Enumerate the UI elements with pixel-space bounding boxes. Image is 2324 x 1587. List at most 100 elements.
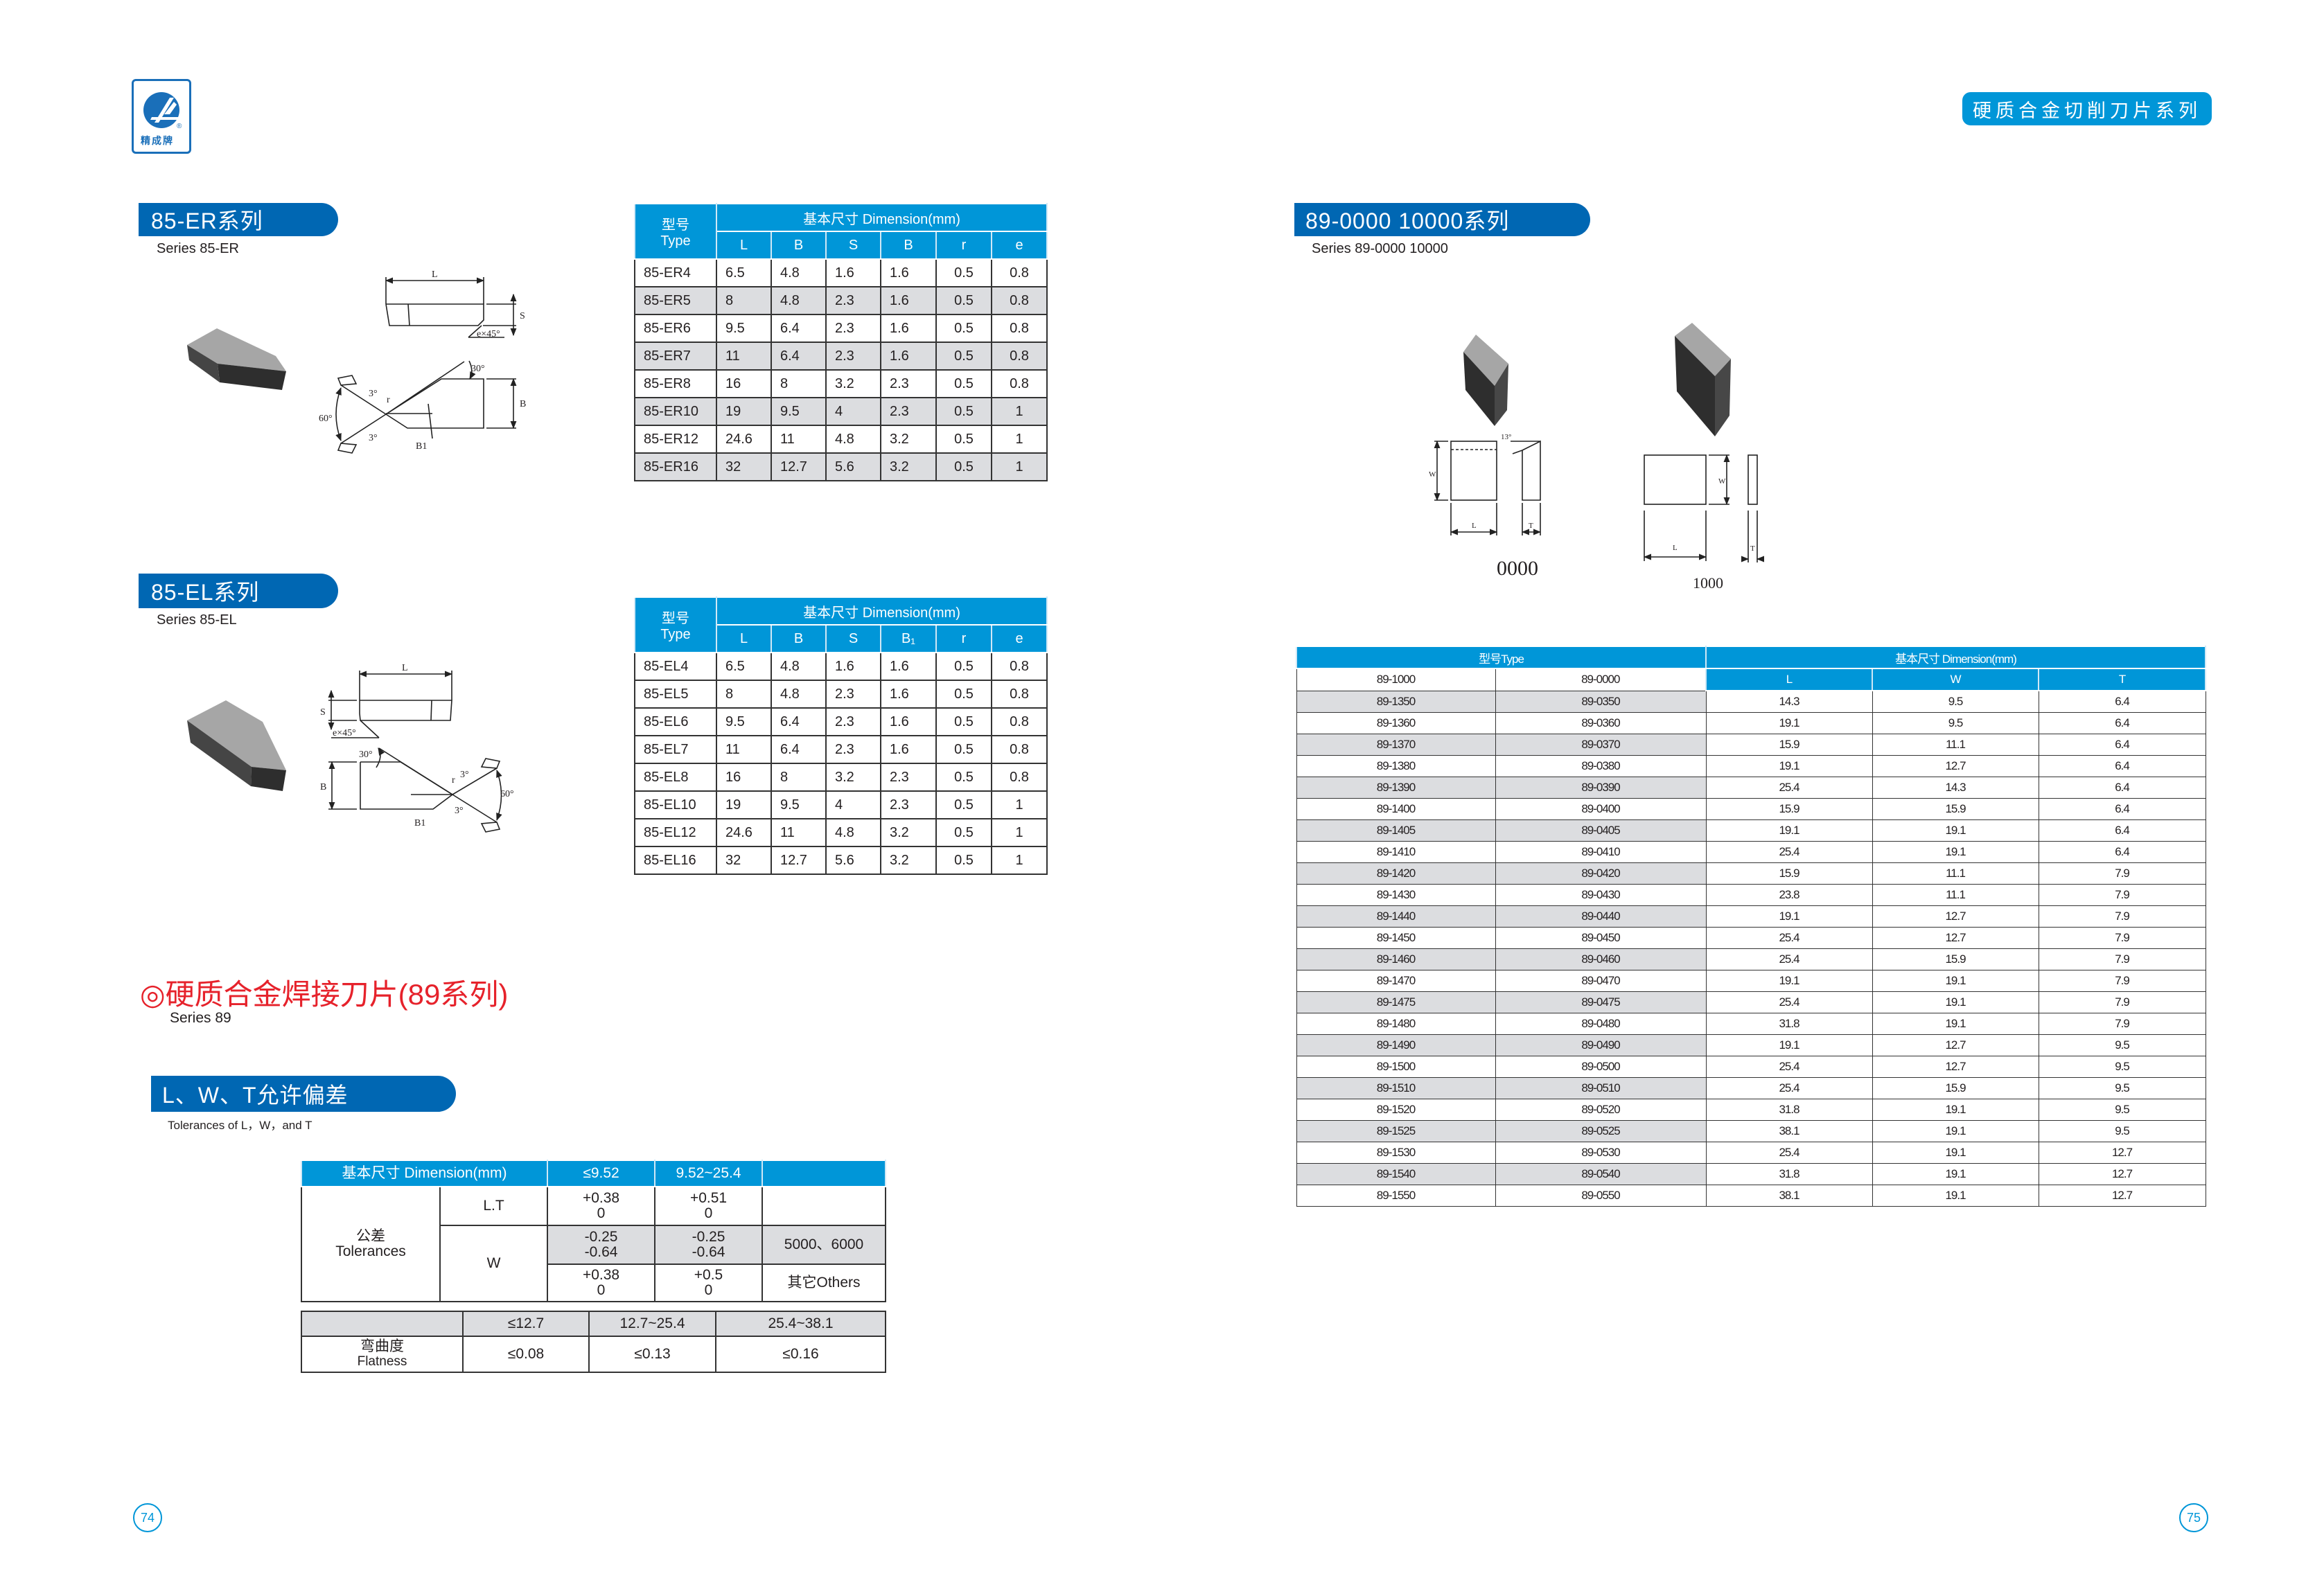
insert-1000-drawing <box>1643 454 1765 562</box>
table-row: 85-ER12 24.6 11 4.8 3.2 0.5 1 <box>634 425 1048 454</box>
er-label-r: r <box>387 395 390 405</box>
table-cell: 12.7 <box>2038 1142 2206 1164</box>
table-cell: 1.6 <box>880 286 937 315</box>
table-row: 85-ER10 19 9.5 4 2.3 0.5 1 <box>634 397 1048 426</box>
table-cell: 4.8 <box>771 286 827 315</box>
type-header-cn: 型号 <box>662 611 689 626</box>
table-cell: 89-1550 <box>1296 1185 1496 1207</box>
type-header-en: Type <box>660 233 691 249</box>
table-cell: 0.5 <box>935 707 992 736</box>
table-cell: 7.9 <box>2038 862 2206 885</box>
series-89-subtitle: Series 89 <box>170 1010 231 1026</box>
table-cell: 4.8 <box>771 258 827 287</box>
er-label-s: S <box>520 311 525 321</box>
table-cell: 2.3 <box>880 763 937 792</box>
1000-caption: 1000 <box>1693 574 1723 592</box>
table-cell: 24.6 <box>716 425 772 454</box>
range-header-2: 9.52~25.4 <box>654 1160 764 1187</box>
table-cell: 89-1480 <box>1296 1013 1496 1035</box>
table-cell: 1.6 <box>880 314 937 343</box>
column-header-3: B₁ <box>880 624 937 653</box>
el-label-30: 30° <box>359 750 373 760</box>
table-cell: 25.4 <box>1705 948 1873 970</box>
table-cell: 1 <box>990 846 1048 875</box>
er-label-3b: 3° <box>369 433 378 443</box>
table-cell: 3.2 <box>880 846 937 875</box>
table-cell: 0.5 <box>935 680 992 709</box>
table-cell: 89-0430 <box>1495 884 1707 906</box>
table-row: 85-ER4 6.5 4.8 1.6 1.6 0.5 0.8 <box>634 258 1048 287</box>
table-cell: 89-1350 <box>1296 690 1496 713</box>
w-tol-2a: -0.25 -0.64 <box>654 1225 764 1265</box>
table-cell: 0.8 <box>990 342 1048 371</box>
table-cell: 19.1 <box>1872 1099 2039 1121</box>
table-cell: 7.9 <box>2038 905 2206 928</box>
table-cell: 6.4 <box>2038 734 2206 756</box>
table-cell: 0.5 <box>935 314 992 343</box>
table-cell: 2.3 <box>825 342 881 371</box>
w-tol-2b: +0.5 0 <box>654 1264 764 1302</box>
flatness-range-2: 12.7~25.4 <box>588 1311 716 1337</box>
table-cell: 89-1500 <box>1296 1056 1496 1078</box>
series-89-dimension-table: 型号Type 基本尺寸 Dimension(mm) 89-1000 89-0000 L W… <box>1295 646 2207 1207</box>
table-row: 89-1450 89-0450 25.4 12.7 7.9 <box>1296 927 2206 949</box>
table-cell: 4 <box>825 397 881 426</box>
table-row: 89-1405 89-0405 19.1 19.1 6.4 <box>1296 819 2206 842</box>
tolerance-title: L、W、T允许偏差 <box>151 1076 456 1112</box>
table-cell: 0.5 <box>935 763 992 792</box>
column-header-4: r <box>935 231 992 260</box>
table-cell: 6.4 <box>2038 712 2206 734</box>
table-row: 85-EL5 8 4.8 2.3 1.6 0.5 0.8 <box>634 680 1048 709</box>
table-cell: 38.1 <box>1705 1185 1873 1207</box>
table-cell: 19.1 <box>1872 1185 2039 1207</box>
table-cell: 25.4 <box>1705 841 1873 863</box>
table-cell: 89-0470 <box>1495 970 1707 992</box>
er-label-3a: 3° <box>369 389 378 399</box>
table-cell: 2.3 <box>825 707 881 736</box>
table-cell: 15.9 <box>1705 862 1873 885</box>
table-row: 89-1480 89-0480 31.8 19.1 7.9 <box>1296 1013 2206 1035</box>
table-cell: 0.5 <box>935 286 992 315</box>
0000-label-t: T <box>1529 522 1533 530</box>
flatness-value-2: ≤0.13 <box>588 1336 716 1373</box>
er-label-30: 30° <box>471 364 485 374</box>
table-cell: 89-0520 <box>1495 1099 1707 1121</box>
0000-caption: 0000 <box>1497 557 1538 580</box>
table-cell: 1.6 <box>880 680 937 709</box>
table-cell: 14.3 <box>1872 777 2039 799</box>
column-header-4: r <box>935 624 992 653</box>
table-cell: 89-0390 <box>1495 777 1707 799</box>
table-cell: 2.3 <box>880 369 937 398</box>
table-cell: 9.5 <box>716 707 772 736</box>
table-cell: 3.2 <box>880 425 937 454</box>
table-cell: 3.2 <box>825 763 881 792</box>
table-cell: 16 <box>716 763 772 792</box>
table-cell: 3.2 <box>880 818 937 847</box>
el-label-b1: B1 <box>414 818 425 828</box>
table-cell: 1 <box>990 818 1048 847</box>
table-cell: 7.9 <box>2038 991 2206 1013</box>
table-row: 89-1475 89-0475 25.4 19.1 7.9 <box>1296 991 2206 1013</box>
table-cell: 6.4 <box>2038 798 2206 820</box>
table-cell: 7.9 <box>2038 970 2206 992</box>
table-cell: 0.5 <box>935 790 992 819</box>
table-row: 89-1460 89-0460 25.4 15.9 7.9 <box>1296 948 2206 970</box>
insert-1000-3d-image <box>1675 323 1731 436</box>
el-label-3a: 3° <box>460 770 469 780</box>
table-row: 85-EL7 11 6.4 2.3 1.6 0.5 0.8 <box>634 735 1048 764</box>
table-cell: 0.5 <box>935 397 992 426</box>
table-cell: 6.4 <box>771 342 827 371</box>
insert-0000-drawing <box>1434 440 1542 535</box>
table-row: 89-1525 89-0525 38.1 19.1 9.5 <box>1296 1120 2206 1142</box>
er-label-chamfer: e×45° <box>477 329 500 339</box>
table-row: 85-EL10 19 9.5 4 2.3 0.5 1 <box>634 790 1048 819</box>
table-cell: 9.5 <box>1872 712 2039 734</box>
table-cell: 5.6 <box>825 452 881 481</box>
table-cell: 0.5 <box>935 425 992 454</box>
table-row: 89-1540 89-0540 31.8 19.1 12.7 <box>1296 1163 2206 1185</box>
table-cell: 0.8 <box>990 763 1048 792</box>
table-cell: 89-1520 <box>1296 1099 1496 1121</box>
dimension-header: 基本尺寸 Dimension(mm) <box>1705 646 2207 669</box>
